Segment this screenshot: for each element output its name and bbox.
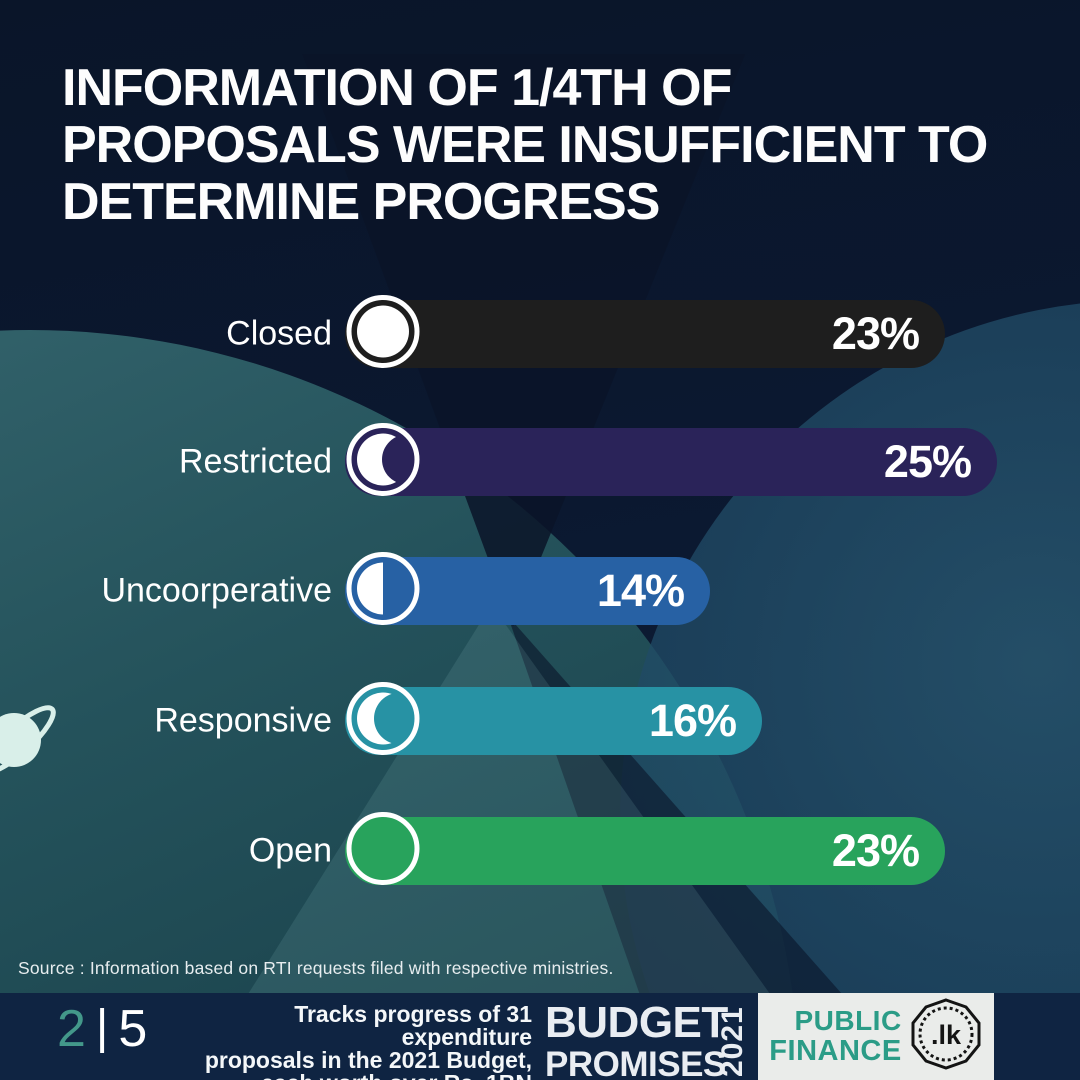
publicfinance-wordmark: PUBLIC FINANCE bbox=[769, 1007, 901, 1066]
footer-band: 2 | 5 Tracks progress of 31 expenditure … bbox=[0, 993, 1080, 1080]
bar-label: Open bbox=[248, 831, 332, 870]
bar: 23% bbox=[345, 300, 945, 368]
footer-description-line-3: each worth over Rs. 1BN bbox=[172, 1072, 532, 1080]
title-line-3: DETERMINE PROGRESS bbox=[62, 173, 660, 231]
bar-label: Closed bbox=[226, 314, 332, 353]
page-title: INFORMATION OF 1/4TH OF PROPOSALS WERE I… bbox=[62, 60, 1022, 231]
bar-row-open: Open 23% bbox=[0, 806, 1080, 896]
page-total: 5 bbox=[118, 1000, 148, 1058]
brand-year: 2021 bbox=[716, 1006, 749, 1077]
moon-crescent-icon bbox=[346, 682, 420, 755]
bar-row-restricted: Restricted 25% bbox=[0, 417, 1080, 507]
moon-icon-slot bbox=[343, 292, 423, 377]
brand-wordmark: BUDGET PROMISES bbox=[545, 1001, 728, 1080]
footer-description-line-2: proposals in the 2021 Budget, bbox=[204, 1047, 532, 1073]
moon-icon-slot bbox=[343, 809, 423, 894]
title-line-2: PROPOSALS WERE INSUFFICIENT TO bbox=[62, 116, 988, 174]
publicfinance-logo: PUBLIC FINANCE .lk bbox=[758, 993, 994, 1080]
bar-value: 14% bbox=[596, 565, 685, 616]
moon-half-icon bbox=[346, 552, 420, 625]
bar-label: Restricted bbox=[178, 442, 332, 481]
source-note: Source : Information based on RTI reques… bbox=[18, 958, 614, 978]
bar-value: 25% bbox=[883, 436, 972, 487]
bar-value: 16% bbox=[648, 695, 737, 746]
moon-new-icon bbox=[346, 812, 420, 885]
lk-emblem-icon: .lk bbox=[909, 997, 983, 1076]
page-separator: | bbox=[95, 1000, 109, 1054]
logo-line-1: PUBLIC bbox=[794, 1005, 902, 1036]
footer-description-line-1: Tracks progress of 31 expenditure bbox=[294, 1001, 532, 1050]
bar-label: Uncoorperative bbox=[101, 571, 332, 610]
bar-row-responsive: Responsive 16% bbox=[0, 676, 1080, 766]
footer-description: Tracks progress of 31 expenditure propos… bbox=[172, 1003, 532, 1080]
bar-label: Responsive bbox=[154, 701, 332, 740]
bar-row-uncoorperative: Uncoorperative 14% bbox=[0, 546, 1080, 636]
planet-orbit-icon bbox=[0, 692, 66, 793]
page-current: 2 bbox=[57, 1000, 86, 1058]
moon-icon-slot bbox=[343, 679, 423, 764]
title-line-1: INFORMATION OF 1/4TH OF bbox=[62, 59, 732, 117]
logo-line-2: FINANCE bbox=[769, 1035, 902, 1067]
bar-value: 23% bbox=[831, 825, 920, 876]
brand-line-2: PROMISES bbox=[545, 1045, 726, 1080]
bar-value: 23% bbox=[831, 308, 920, 359]
page-indicator: 2 | 5 bbox=[57, 999, 147, 1059]
lk-emblem-text: .lk bbox=[931, 1020, 962, 1050]
bar-row-closed: Closed 23% bbox=[0, 289, 1080, 379]
moon-full-icon bbox=[346, 295, 420, 368]
moon-icon-slot bbox=[343, 420, 423, 505]
bar: 23% bbox=[345, 817, 945, 885]
brand-line-1: BUDGET bbox=[545, 998, 728, 1047]
moon-icon-slot bbox=[343, 549, 423, 634]
bar: 25% bbox=[345, 428, 997, 496]
moon-gibbous-icon bbox=[346, 423, 420, 496]
